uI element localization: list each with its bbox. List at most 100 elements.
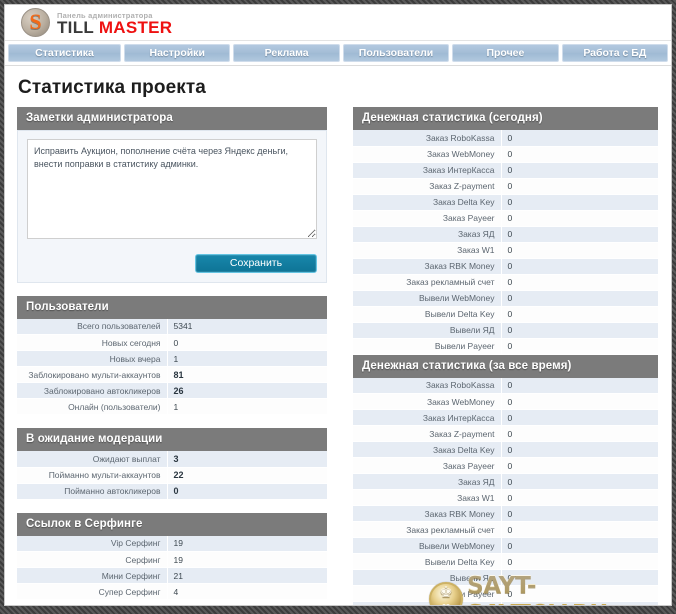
table-row: Заказ Payeer 0 (353, 210, 658, 227)
row-value: 0 (166, 334, 327, 351)
nav-item-advertising[interactable]: Реклама (233, 44, 340, 62)
table-row: Вывели Payeer 0 (353, 338, 658, 355)
row-value: 0 (500, 322, 658, 339)
table-row: Денег на балансах5659.28 (353, 601, 658, 605)
row-value: 0 (500, 194, 658, 211)
row-label: Пойманно мульти-аккаунтов (17, 467, 167, 484)
row-value: 0 (500, 210, 658, 227)
row-label: Вывели Delta Key (353, 553, 501, 570)
surfing-table: Vip Серфинг 19 Серфинг 19 Мини Серфинг 21 Супе… (17, 535, 327, 600)
table-row: Пойманно мульти-аккаунтов 22 (17, 467, 327, 484)
table-row: Заказ RBK Money 0 (353, 258, 658, 275)
row-value: 81 (166, 366, 327, 383)
row-value: 0 (500, 585, 658, 602)
table-row: Заказ рекламный счет 0 (353, 274, 658, 291)
nav-item-statistics[interactable]: Статистика (8, 44, 121, 62)
row-label: Заказ W1 (353, 242, 501, 259)
row-value: 19 (166, 551, 327, 568)
row-value: 0 (500, 441, 658, 458)
row-label: Пойманно автокликеров (17, 483, 167, 500)
row-label: Заказ Payeer (353, 457, 501, 474)
row-value: 1 (166, 350, 327, 367)
table-row: Вывели Delta Key 0 (353, 553, 658, 570)
row-value: 0 (500, 393, 658, 410)
row-value: 26 (166, 382, 327, 399)
row-label: Заказ RoboKassa (353, 377, 501, 394)
row-value: 0 (500, 338, 658, 355)
admin-page: S Панель администратора TILL MASTER Стат… (4, 4, 672, 606)
table-row: Заказ ИнтерКасса 0 (353, 409, 658, 426)
row-label: Заблокировано автокликеров (17, 382, 167, 399)
table-row: Заказ ИнтерКасса 0 (353, 162, 658, 179)
row-value: 0 (500, 274, 658, 291)
row-value: 0 (500, 146, 658, 163)
row-value: 0 (500, 409, 658, 426)
row-label: Вывели Payeer (353, 585, 501, 602)
row-value: 0 (500, 306, 658, 323)
row-label: Заказ ЯД (353, 226, 501, 243)
admin-notes-actions: Сохранить (27, 253, 317, 273)
admin-notes-body: Сохранить (17, 130, 327, 283)
row-value: 0 (500, 569, 658, 586)
save-button[interactable]: Сохранить (195, 253, 317, 273)
row-label: Заказ ИнтерКасса (353, 409, 501, 426)
table-row: Заказ Delta Key 0 (353, 194, 658, 211)
row-label: Вывели ЯД (353, 569, 501, 586)
money-today-table: Заказ RoboKassa 0 Заказ WebMoney 0 Заказ Инт… (353, 130, 658, 355)
table-row: Заказ ЯД 0 (353, 473, 658, 490)
table-row: Vip Серфинг 19 (17, 535, 327, 552)
logo-subtitle: Панель администратора (57, 10, 153, 20)
row-value: 0 (500, 457, 658, 474)
row-value: 0 (500, 521, 658, 538)
row-label: Заказ ИнтерКасса (353, 162, 501, 179)
row-label: Заказ WebMoney (353, 393, 501, 410)
row-value: 19 (166, 535, 327, 552)
row-label: Заказ рекламный счет (353, 274, 501, 291)
row-value: 0 (500, 505, 658, 522)
page-content: Статистика проекта Заметки администратор… (5, 66, 671, 605)
money-alltime-header: Денежная статистика (за все время) (353, 354, 658, 378)
nav-item-database[interactable]: Работа с БД (561, 44, 669, 62)
logo-title: TILL MASTER (57, 17, 173, 37)
row-label: Новых вчера (17, 350, 167, 367)
moderation-table: Ожидают выплат 3 Пойманно мульти-аккаунтов… (17, 451, 327, 500)
row-label: Супер Серфинг (17, 583, 167, 600)
row-label: Вывели Delta Key (353, 306, 501, 323)
nav-item-other[interactable]: Прочее (452, 44, 559, 62)
row-label: Вывели WebMoney (353, 537, 501, 554)
row-label: Новых сегодня (17, 334, 167, 351)
nav-item-settings[interactable]: Настройки (124, 44, 231, 62)
row-label: Вывели WebMoney (353, 290, 501, 307)
table-row: Заказ RBK Money 0 (353, 505, 658, 522)
logo-badge-icon: S (21, 8, 50, 37)
users-panel: Пользователи Всего пользователей 5341 Новы… (17, 295, 327, 415)
row-label: Онлайн (пользователи) (17, 398, 167, 415)
row-label: Ожидают выплат (17, 451, 167, 468)
row-value: 0 (500, 162, 658, 179)
admin-notes-textarea[interactable] (27, 139, 317, 239)
row-value: 4 (166, 583, 327, 600)
nav-item-users[interactable]: Пользователи (342, 44, 450, 62)
logo[interactable]: S Панель администратора TILL MASTER (21, 8, 172, 37)
row-label: Заказ Z-payment (353, 425, 501, 442)
table-row: Вывели ЯД 0 (353, 322, 658, 339)
row-label: Мини Серфинг (17, 567, 167, 584)
row-label: Заказ Z-payment (353, 178, 501, 195)
row-value: 0 (500, 226, 658, 243)
row-value: 3 (166, 451, 327, 468)
row-value: 0 (500, 290, 658, 307)
left-column: Заметки администратора Сохранить Пользов… (17, 107, 327, 605)
row-label: Заказ рекламный счет (353, 521, 501, 538)
table-row: Новых вчера 1 (17, 350, 327, 367)
table-row: Заблокировано автокликеров 26 (17, 382, 327, 399)
table-row: Заказ WebMoney 0 (353, 146, 658, 163)
row-value: 0 (500, 537, 658, 554)
table-row: Мини Серфинг 21 (17, 567, 327, 584)
surfing-panel: Ссылок в Серфинге Vip Серфинг 19 Серфинг 19… (17, 512, 327, 600)
logo-title-part2: MASTER (98, 17, 173, 37)
row-label: Заказ Delta Key (353, 194, 501, 211)
row-value: 0 (500, 178, 658, 195)
table-row: Заказ W1 0 (353, 489, 658, 506)
row-label: Вывели ЯД (353, 322, 501, 339)
table-row: Заказ RoboKassa 0 (353, 130, 658, 147)
